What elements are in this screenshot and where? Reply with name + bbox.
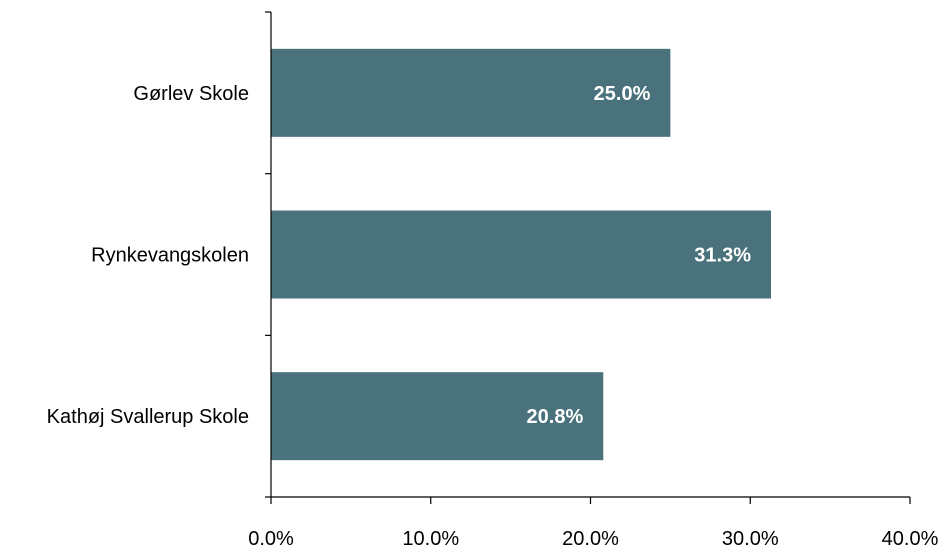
x-tick-label: 10.0% bbox=[402, 528, 459, 549]
labels-layer: 25.0% Gørlev Skole 31.3% Rynkevangskolen 20.… bbox=[47, 83, 939, 549]
data-label: 20.8% bbox=[527, 406, 584, 428]
axes-layer bbox=[265, 11, 911, 504]
data-label: 31.3% bbox=[694, 245, 751, 267]
bar bbox=[271, 48, 671, 137]
x-tick-label: 20.0% bbox=[562, 528, 619, 549]
data-label: 25.0% bbox=[594, 83, 651, 105]
category-label: Rynkevangskolen bbox=[91, 245, 249, 267]
category-label: Kathøj Svallerup Skole bbox=[47, 406, 249, 428]
x-tick-label: 40.0% bbox=[882, 528, 939, 549]
x-tick-label: 30.0% bbox=[722, 528, 779, 549]
bar bbox=[271, 372, 604, 461]
category-label: Gørlev Skole bbox=[133, 83, 249, 105]
x-tick-label: 0.0% bbox=[248, 528, 294, 549]
bars-layer bbox=[271, 48, 772, 461]
bar bbox=[271, 210, 772, 299]
